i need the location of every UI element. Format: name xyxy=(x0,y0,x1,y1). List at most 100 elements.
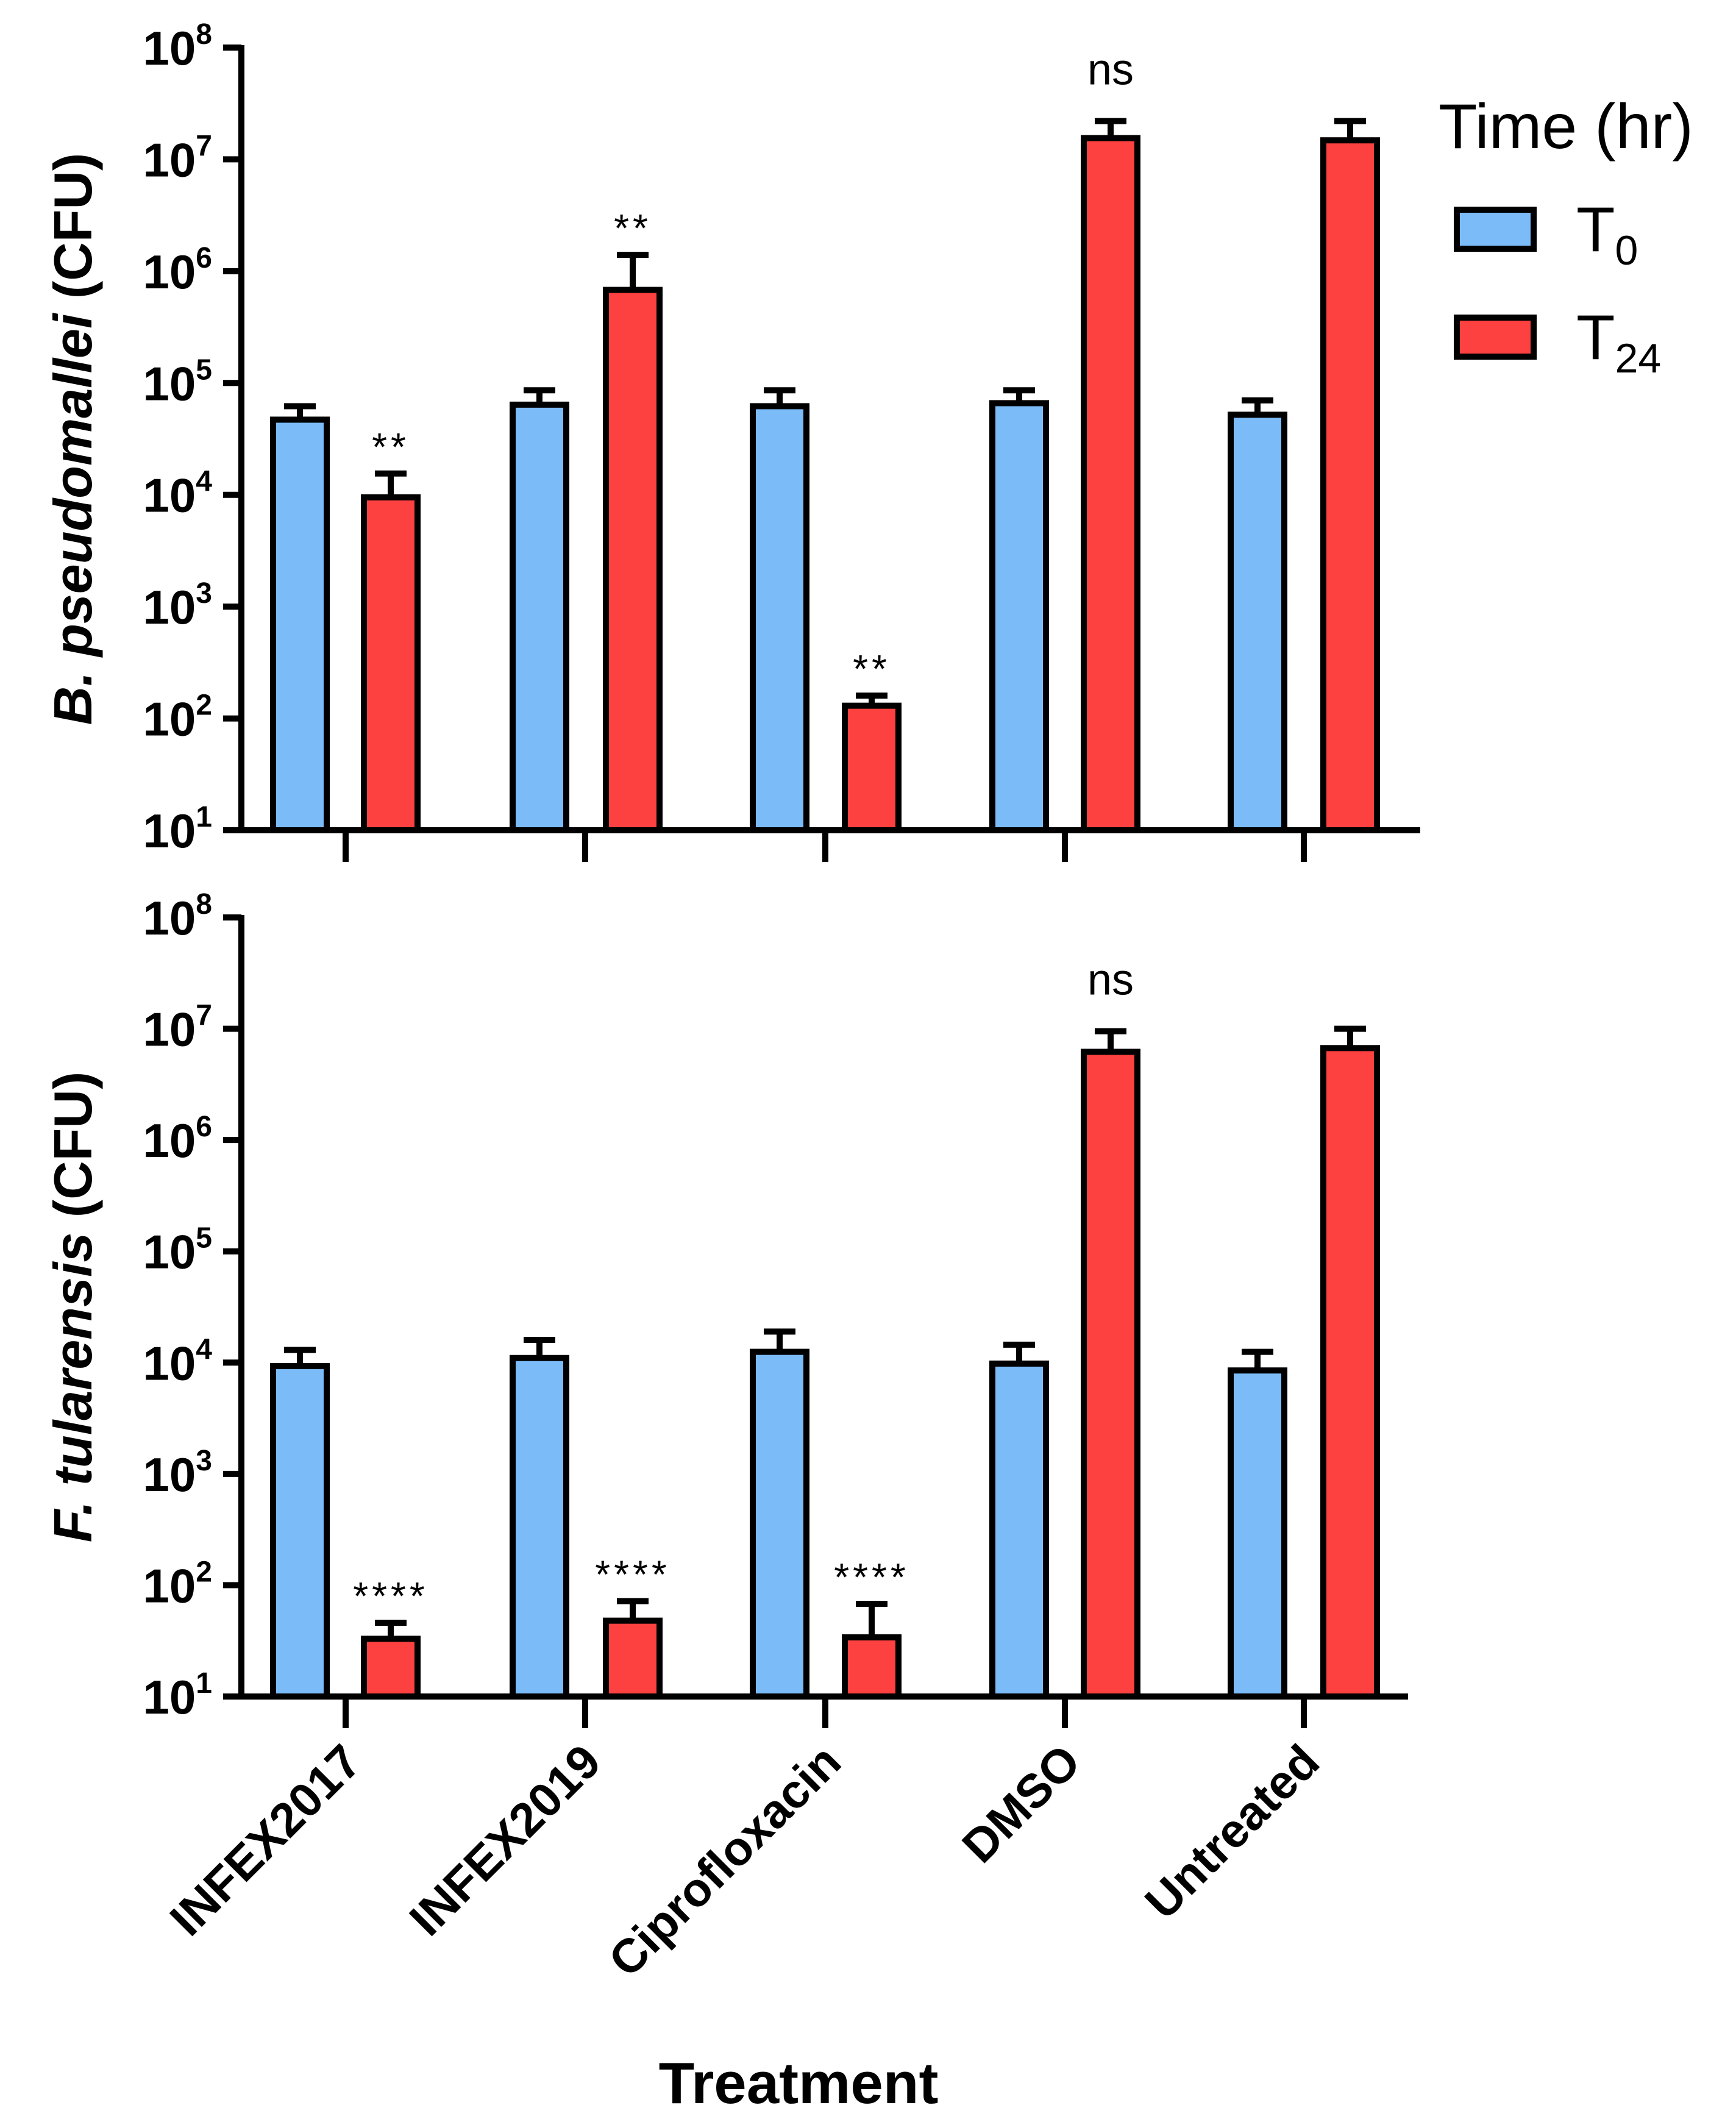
y-tick-label: 108 xyxy=(143,888,212,945)
bar-T0-ciprofloxacin xyxy=(750,403,809,833)
y-axis-title: F. tularensis (CFU) xyxy=(43,1072,103,1543)
y-tick-exponent: 2 xyxy=(196,1556,212,1588)
y-tick-base: 10 xyxy=(143,1225,196,1279)
y-axis-title-species: B. pseudomallei xyxy=(43,313,103,725)
y-tick-exponent: 3 xyxy=(196,1445,212,1477)
y-axis-title-unit: (CFU) xyxy=(43,1072,103,1233)
y-tick-exponent: 3 xyxy=(196,577,212,610)
y-tick-base: 10 xyxy=(143,357,196,410)
y-tick-base: 10 xyxy=(143,1670,196,1724)
x-category-label: DMSO xyxy=(952,1734,1090,1873)
y-tick-label: 104 xyxy=(143,466,213,522)
legend-label-base: T xyxy=(1576,302,1615,373)
y-tick-base: 10 xyxy=(143,891,196,945)
y-tick-base: 10 xyxy=(143,469,196,522)
legend-label-T0: T0 xyxy=(1576,194,1638,274)
significance-label: **** xyxy=(834,1555,909,1599)
bar-T0-untreated xyxy=(1228,1367,1287,1700)
x-category-label: Untreated xyxy=(1134,1734,1329,1929)
y-tick-label: 105 xyxy=(143,354,212,410)
significance-label: ** xyxy=(614,206,652,250)
x-category-label: INFEX2019 xyxy=(399,1734,611,1946)
y-tick-exponent: 7 xyxy=(196,130,212,162)
y-tick-base: 10 xyxy=(143,692,196,746)
y-tick-label: 102 xyxy=(143,1556,212,1612)
y-tick-base: 10 xyxy=(143,1336,196,1390)
y-tick-exponent: 6 xyxy=(196,1111,212,1143)
y-tick-label: 106 xyxy=(143,242,212,299)
bar-T0-untreated xyxy=(1228,411,1287,833)
y-tick-base: 10 xyxy=(143,1448,196,1501)
y-tick-exponent: 4 xyxy=(196,466,212,498)
bar-T24-untreated xyxy=(1320,137,1380,833)
significance-label: ns xyxy=(1087,956,1134,1005)
y-tick-label: 107 xyxy=(143,1000,212,1056)
y-tick-label: 108 xyxy=(143,18,212,75)
bar-T0-infex2019 xyxy=(510,401,569,833)
x-axis-title: Treatment xyxy=(659,2051,939,2116)
y-tick-exponent: 7 xyxy=(196,1000,212,1032)
y-tick-label: 105 xyxy=(143,1222,212,1279)
bar-T0-infex2017 xyxy=(270,1363,330,1700)
legend-label-base: T xyxy=(1576,194,1615,265)
y-tick-exponent: 1 xyxy=(196,1667,212,1700)
y-tick-base: 10 xyxy=(143,21,196,75)
y-tick-exponent: 2 xyxy=(196,689,212,722)
y-tick-base: 10 xyxy=(143,1559,196,1612)
y-tick-base: 10 xyxy=(143,580,196,634)
y-tick-base: 10 xyxy=(143,245,196,299)
y-tick-label: 102 xyxy=(143,689,212,746)
x-category-label: INFEX2017 xyxy=(160,1734,371,1946)
y-axis-title: B. pseudomallei (CFU) xyxy=(43,153,103,725)
bar-T0-infex2019 xyxy=(510,1355,569,1700)
legend-title: Time (hr) xyxy=(1439,91,1693,162)
legend-swatch-T0 xyxy=(1454,207,1537,252)
y-tick-exponent: 8 xyxy=(196,888,212,920)
y-tick-exponent: 6 xyxy=(196,242,212,274)
bar-T24-ciprofloxacin xyxy=(842,1634,902,1700)
y-tick-exponent: 1 xyxy=(196,801,212,833)
x-category-label: Ciprofloxacin xyxy=(598,1734,851,1987)
y-tick-base: 10 xyxy=(143,804,196,858)
significance-label: ** xyxy=(372,425,410,469)
y-tick-exponent: 8 xyxy=(196,18,212,51)
bar-T24-infex2019 xyxy=(603,1617,663,1700)
y-tick-label: 103 xyxy=(143,1445,212,1501)
y-tick-exponent: 5 xyxy=(196,1222,212,1255)
bar-T24-untreated xyxy=(1320,1045,1380,1700)
legend-label-subscript: 24 xyxy=(1615,335,1662,382)
significance-label: ns xyxy=(1087,46,1134,94)
bar-T24-infex2019 xyxy=(603,287,663,834)
y-tick-label: 101 xyxy=(143,1667,212,1724)
y-axis-title-unit: (CFU) xyxy=(43,153,103,314)
bar-T0-dmso xyxy=(989,400,1049,833)
bar-T0-dmso xyxy=(989,1360,1049,1700)
legend-swatch-T24 xyxy=(1454,315,1537,360)
bar-T0-infex2017 xyxy=(270,416,330,833)
y-tick-base: 10 xyxy=(143,1003,196,1056)
y-tick-exponent: 5 xyxy=(196,354,212,386)
bar-T24-dmso xyxy=(1081,1049,1140,1700)
legend-label-subscript: 0 xyxy=(1615,227,1638,274)
y-axis-title-species: F. tularensis xyxy=(43,1233,103,1543)
significance-label: **** xyxy=(595,1552,671,1596)
y-tick-label: 103 xyxy=(143,577,212,634)
legend-label-T24: T24 xyxy=(1576,302,1661,382)
significance-label: ** xyxy=(853,647,891,691)
y-tick-exponent: 4 xyxy=(196,1333,212,1365)
y-tick-label: 104 xyxy=(143,1333,213,1390)
y-tick-label: 106 xyxy=(143,1111,212,1167)
bar-T24-ciprofloxacin xyxy=(842,702,902,834)
y-tick-label: 107 xyxy=(143,130,212,187)
bar-T24-infex2017 xyxy=(361,1636,421,1700)
bar-T24-infex2017 xyxy=(361,494,421,833)
y-tick-base: 10 xyxy=(143,133,196,187)
bar-T0-ciprofloxacin xyxy=(750,1348,809,1700)
y-tick-label: 101 xyxy=(143,801,212,858)
bar-T24-dmso xyxy=(1081,135,1140,833)
y-tick-base: 10 xyxy=(143,1114,196,1167)
